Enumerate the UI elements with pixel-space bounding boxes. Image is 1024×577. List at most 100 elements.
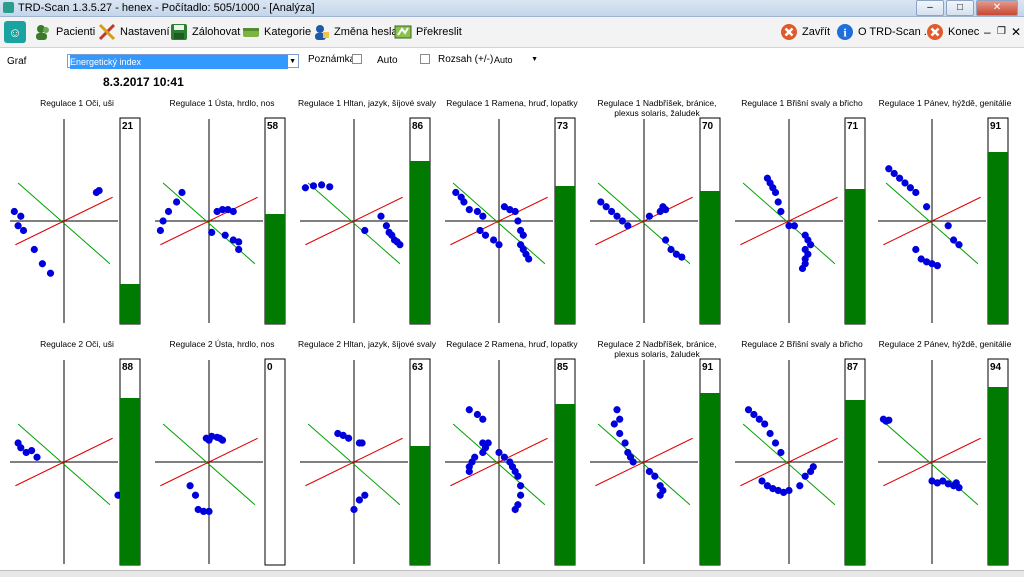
minimize-button[interactable]: – — [916, 0, 944, 16]
body-scan-icon: ☺ — [4, 21, 26, 43]
toolbar-label: Změna hesla — [334, 26, 398, 38]
data-point — [769, 485, 777, 493]
data-point — [790, 222, 798, 230]
panel-plot: 91 — [590, 358, 721, 566]
energy-value: 21 — [122, 121, 134, 132]
data-point — [452, 188, 460, 197]
data-point — [896, 174, 904, 182]
close-window-button[interactable]: ✕ — [976, 0, 1018, 16]
data-point — [460, 198, 468, 206]
panel-plot: 94 — [878, 358, 1009, 566]
data-point — [629, 458, 637, 466]
data-point — [885, 416, 893, 424]
trend-line-green — [307, 423, 401, 506]
trend-line-green — [17, 182, 111, 265]
trend-line-red — [450, 196, 548, 246]
window-title: TRD-Scan 1.3.5.27 - henex - Počítadlo: 5… — [18, 2, 315, 14]
data-point — [473, 410, 481, 419]
data-point — [517, 482, 525, 490]
panel-title: Regulace 2 Nadbříšek, bránice, plexus so… — [597, 339, 717, 359]
energy-bar-fill — [265, 214, 285, 324]
data-point — [763, 482, 771, 490]
home-button[interactable]: ☺ — [4, 21, 30, 43]
trend-line-red — [160, 196, 258, 246]
range-checkbox[interactable] — [420, 54, 430, 64]
toolbar-zavrit-button[interactable]: Zavřít — [780, 21, 830, 43]
data-point — [906, 184, 914, 192]
data-point — [514, 217, 522, 225]
data-point — [156, 226, 164, 235]
toolbar-konec-button[interactable]: Konec — [926, 21, 979, 43]
energy-bar-fill — [845, 189, 865, 324]
toolbar-label: Kategorie — [264, 26, 312, 38]
data-point — [229, 207, 237, 216]
range-label: Rozsah (+/-) — [438, 54, 494, 65]
graf-options-bar: Graf Energetický index ▼ Poznámka Auto R… — [0, 48, 1024, 72]
data-point — [807, 241, 815, 249]
window-titlebar: TRD-Scan 1.3.5.27 - henex - Počítadlo: 5… — [0, 0, 1024, 17]
toolbar-prekreslit-button[interactable]: Překreslit — [394, 21, 462, 43]
data-point — [17, 444, 25, 452]
data-point — [218, 436, 227, 444]
data-point — [235, 238, 243, 246]
panel-title: Regulace 1 Ústa, hrdlo, nos — [169, 98, 275, 108]
data-point — [28, 447, 36, 455]
panel-title: Regulace 2 Ramena, hruď, lopatky — [446, 339, 578, 349]
toolbar-kategorie-button[interactable]: Kategorie — [242, 21, 311, 43]
data-point — [651, 472, 659, 480]
category-icon — [242, 23, 260, 41]
mdi-restore-button[interactable]: ❐ — [997, 26, 1006, 37]
panel-title: Regulace 1 Hltan, jazyk, šíjové svaly — [298, 98, 436, 108]
data-point — [465, 467, 473, 476]
data-point — [525, 255, 533, 263]
energy-bar-fill — [845, 400, 865, 565]
toolbar-zmena-hesla-button[interactable]: Změna hesla — [312, 21, 398, 43]
energy-value: 87 — [847, 362, 859, 373]
close-icon — [780, 23, 798, 41]
data-point — [514, 472, 522, 480]
data-point — [944, 480, 952, 488]
energy-value: 70 — [702, 121, 714, 132]
toolbar-label: Pacienti — [56, 26, 96, 38]
panel-title: Regulace 1 Ramena, hruď, lopatky — [446, 98, 578, 108]
data-point — [479, 448, 487, 457]
data-point — [46, 269, 55, 277]
patients-icon — [34, 23, 52, 41]
graf-select-value: Energetický index — [70, 55, 288, 69]
graf-select[interactable]: Energetický index ▼ — [67, 54, 299, 69]
data-point — [519, 231, 527, 239]
panel-title: Regulace 2 Pánev, hýždě, genitálie — [878, 339, 1012, 349]
chevron-down-icon: ▼ — [531, 56, 538, 63]
maximize-button[interactable]: □ — [946, 0, 974, 16]
status-strip — [0, 570, 1024, 577]
mdi-minimize-button[interactable]: – — [984, 25, 991, 39]
note-checkbox[interactable] — [352, 54, 362, 64]
energy-value: 73 — [557, 121, 569, 132]
data-point — [785, 222, 793, 230]
data-point — [645, 467, 653, 476]
data-point — [801, 472, 809, 480]
info-icon: i — [836, 23, 854, 41]
mdi-close-button[interactable]: ✕ — [1011, 25, 1022, 39]
toolbar-zalohovat-button[interactable]: Zálohovat — [170, 21, 240, 43]
energy-value: 85 — [557, 362, 569, 373]
trend-line-red — [160, 437, 258, 487]
range-select[interactable]: Auto ▼ — [492, 53, 540, 67]
data-point — [939, 477, 947, 485]
data-point — [164, 207, 173, 216]
toolbar-nastaveni-button[interactable]: Nastavení — [98, 21, 170, 43]
data-point — [766, 429, 774, 438]
data-point — [465, 406, 473, 414]
data-point — [917, 255, 925, 263]
note-label: Poznámka — [308, 54, 356, 65]
data-point — [933, 262, 941, 270]
toolbar-about-button[interactable]: i O TRD-Scan ... — [836, 21, 933, 43]
data-point — [358, 439, 366, 447]
toolbar-pacienti-button[interactable]: Pacienti — [34, 21, 95, 43]
toolbar-label: Překreslit — [416, 26, 462, 38]
trend-line-red — [595, 196, 693, 246]
data-point — [618, 217, 626, 225]
trend-line-red — [883, 437, 981, 487]
toolbar-label: Zálohovat — [192, 26, 241, 38]
trend-line-red — [595, 437, 693, 487]
